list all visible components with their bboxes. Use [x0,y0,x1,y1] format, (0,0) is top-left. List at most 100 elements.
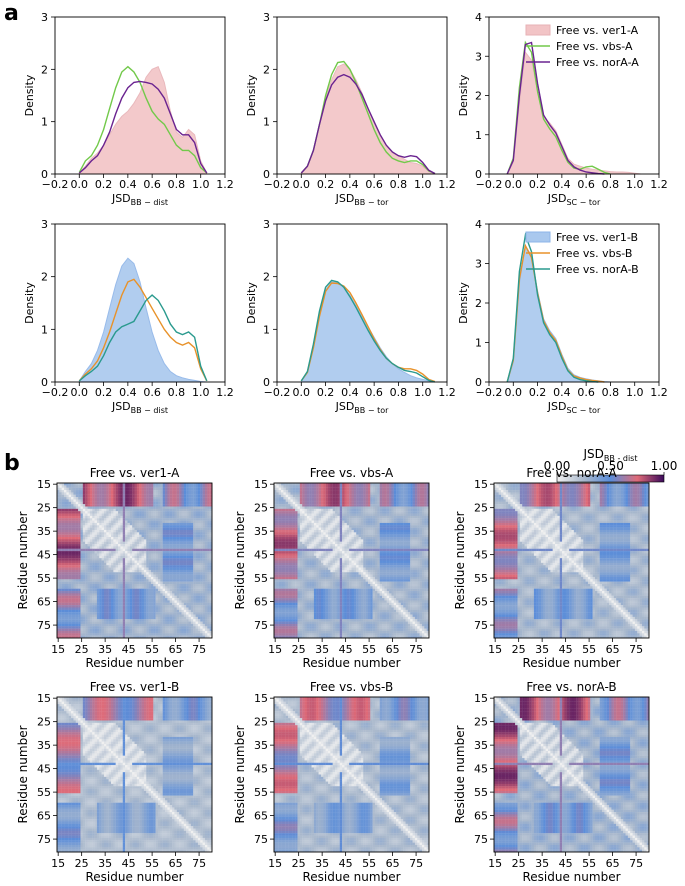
heatmap-cell [120,525,123,528]
heatmap-cell [135,509,138,512]
heatmap-cell [139,521,142,524]
heatmap-cell [88,518,91,521]
heatmap-cell [109,518,112,521]
heatmap-cell [163,523,166,526]
heatmap-cell [95,509,98,512]
legend-label-2: Free vs. norA-B [556,263,639,276]
heatmap-cell [181,525,184,528]
heatmap-cell [73,509,76,512]
heatmap-cell [179,488,182,491]
heatmap-cell [196,499,199,502]
heatmap-cell [76,490,79,493]
heatmap-cell [120,504,123,507]
heatmap-cell [196,514,199,517]
heatmap-cell [90,521,93,524]
heatmap-cell [172,523,175,526]
heatmap-cell [205,485,208,488]
heatmap-cell [207,509,210,512]
heatmap-cell [62,488,64,491]
heatmap-cell [137,490,140,493]
heatmap-cell [207,504,210,507]
heatmap-cell [135,492,138,495]
heatmap-cell [120,488,123,491]
x-tick-label: 0.0 [505,386,523,399]
heatmap-cell [95,488,98,491]
heatmap-cell [118,525,121,528]
x-tick-label: 1.2 [650,178,668,191]
heatmap-cell [189,490,192,493]
heatmap-cell [149,506,152,509]
heatmap-cell [130,492,133,495]
heatmap-cell [99,509,102,512]
heatmap-cell [198,514,201,517]
heatmap-cell [83,521,86,524]
heatmap-cell [146,516,149,519]
heatmap-cell [203,488,206,491]
heatmap-cell [76,523,79,526]
heatmap-cell [163,516,166,519]
heatmap-cell [88,523,91,526]
heatmap-cell [163,521,166,524]
heatmap-cell [198,525,201,528]
heatmap-cell [184,511,187,514]
colorbar-tick-label: 1.00 [651,459,678,473]
heatmap-cell [127,506,130,509]
heatmap-cell [85,492,88,495]
x-tick-label: 0.6 [577,178,595,191]
legend: Free vs. ver1-AFree vs. vbs-AFree vs. no… [526,24,639,69]
heatmap-cell [132,502,135,505]
heatmap-cell [160,506,163,509]
heatmap-cell [142,504,145,507]
heatmap-cell [193,492,196,495]
heatmap-cell [181,516,184,519]
heatmap-cell [181,511,184,514]
heatmap-cell [59,490,62,493]
heatmap-cell [71,523,74,526]
heatmap-cell [99,504,102,507]
heatmap-cell [90,514,93,517]
heatmap-cell [127,497,130,500]
heatmap-cell [113,492,116,495]
heatmap-cell [99,492,102,495]
heatmap-cell [146,485,149,488]
y-tick-label: 0 [475,168,482,181]
heatmap-cell [198,523,201,526]
heatmap-cell [104,502,107,505]
heatmap-cell [127,521,130,524]
heatmap-cell [71,492,74,495]
heatmap-cell [90,511,93,514]
heatmap-cell [88,488,91,491]
heatmap-cell [193,490,196,493]
heatmap-cell [193,511,196,514]
heatmap-cell [165,523,168,526]
heatmap-cell [193,506,196,509]
y-tick-label: 1 [475,129,482,142]
heatmap-cell [165,502,168,505]
heatmap-cell [144,497,147,500]
heatmap-cell [71,490,74,493]
heatmap-cell [163,518,166,521]
heatmap-cell [207,499,210,502]
heatmap-cell [125,490,128,493]
heatmap-cell [163,502,166,505]
heatmap-cell [102,504,105,507]
heatmap-cell [144,499,147,502]
heatmap-cell [139,525,142,528]
heatmap-cell [76,506,79,509]
heatmap-cell [179,502,182,505]
x-axis-label: JSDSC − tor [547,400,601,415]
heatmap-cell [111,509,114,512]
heatmap-cell [142,502,145,505]
heatmap-cell [196,488,199,491]
x-tick-label: 0.2 [95,178,113,191]
heatmap-cell [92,490,95,493]
heatmap-cell [118,504,121,507]
heatmap-cell [181,504,184,507]
heatmap-cell [186,518,189,521]
heatmap-cell [184,521,187,524]
heatmap-cell [135,488,138,491]
x-tick-label: 0.4 [119,178,137,191]
heatmap-cell [160,490,163,493]
heatmap-cell [71,511,74,514]
heatmap-cell [184,499,187,502]
